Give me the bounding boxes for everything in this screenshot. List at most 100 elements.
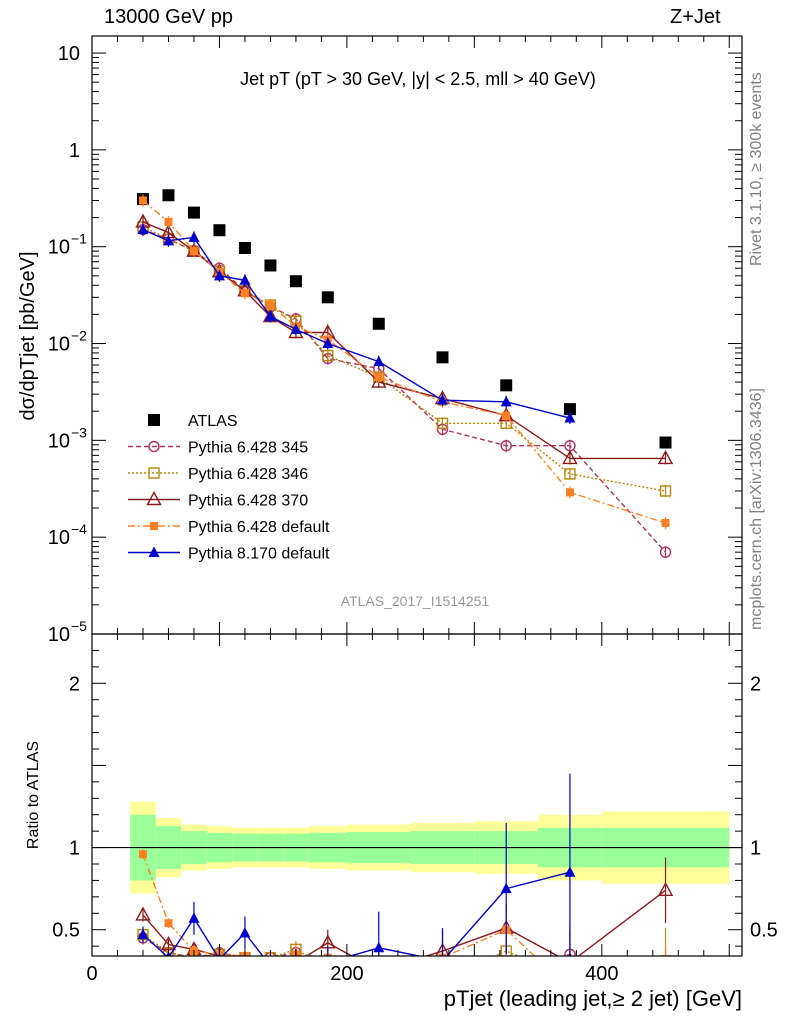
ratio-series-line xyxy=(142,889,666,956)
rivet-label: Rivet 3.1.10, ≥ 300k events xyxy=(748,72,765,266)
ratio-point xyxy=(265,960,276,971)
ratio-axis-label: Ratio to ATLAS xyxy=(25,741,42,849)
y-tick-exponent: −4 xyxy=(71,521,87,537)
data-point xyxy=(436,417,449,429)
y-tick-label: 10 xyxy=(58,43,80,65)
y-tick-exponent: −5 xyxy=(71,618,87,634)
x-axis-label: pTjet (leading jet,≥ 2 jet) [GeV] xyxy=(444,986,742,1011)
ratio-point xyxy=(568,954,571,956)
x-tick-label: 200 xyxy=(330,963,363,985)
legend-marker xyxy=(148,467,160,479)
main-panel xyxy=(135,189,674,559)
data-point xyxy=(189,247,198,256)
chart-title: Jet pT (pT > 30 GeV, |y| < 2.5, mll > 40… xyxy=(240,69,596,89)
data-point xyxy=(188,231,200,242)
data-point xyxy=(264,310,276,322)
data-point xyxy=(213,269,225,281)
data-point xyxy=(322,337,334,349)
legend-marker xyxy=(150,522,158,530)
data-point xyxy=(162,234,174,246)
data-point xyxy=(264,259,277,272)
legend-label: ATLAS xyxy=(188,413,238,430)
x-tick-label: 0 xyxy=(86,963,97,985)
ratio-point xyxy=(501,967,511,977)
ratio-point xyxy=(135,906,151,921)
legend-label: Pythia 6.428 346 xyxy=(188,466,308,483)
data-point xyxy=(289,275,302,288)
ratio-tick-label: 1 xyxy=(69,838,80,860)
data-point xyxy=(564,468,576,480)
analysis-watermark: ATLAS_2017_I1514251 xyxy=(341,593,490,609)
ratio-tick-label: 0.5 xyxy=(52,920,80,942)
data-point xyxy=(565,488,574,497)
y-tick-label: 1 xyxy=(69,140,80,162)
legend-label: Pythia 8.170 default xyxy=(188,546,330,563)
legend: ATLAS Pythia 6.428 345 Pythia 6.428 346 Pyt… xyxy=(128,413,330,563)
legend-label: Pythia 6.428 default xyxy=(188,519,330,536)
ratio-frame xyxy=(91,633,743,957)
data-point xyxy=(238,241,251,254)
data-point xyxy=(500,395,512,407)
data-point xyxy=(321,291,334,304)
header-left: 13000 GeV pp xyxy=(104,6,233,28)
y-tick-exponent: −1 xyxy=(71,231,87,247)
legend-marker xyxy=(148,546,160,557)
y-tick-label: 10 xyxy=(48,334,70,356)
data-point xyxy=(187,206,200,219)
ratio-point xyxy=(137,928,149,940)
ratio-point xyxy=(239,927,251,938)
ratio-point xyxy=(657,881,674,896)
series-line xyxy=(142,229,571,419)
y-tick-label: 10 xyxy=(48,527,70,549)
data-point xyxy=(661,519,670,528)
ratio-point xyxy=(564,866,576,877)
ratio-point xyxy=(565,972,575,982)
data-point xyxy=(290,323,302,334)
data-point xyxy=(564,412,576,423)
data-point xyxy=(500,379,513,392)
ratio-point xyxy=(374,958,384,968)
main-frame xyxy=(91,35,743,635)
ratio-tick-label-right: 2 xyxy=(750,673,761,695)
data-point xyxy=(563,403,576,416)
ratio-tick-label-right: 1 xyxy=(750,838,761,860)
ratio-point xyxy=(659,955,672,956)
data-point xyxy=(502,411,511,420)
legend-marker xyxy=(148,440,160,453)
ratio-point xyxy=(266,959,274,967)
ratio-point xyxy=(160,936,177,951)
legend-marker xyxy=(148,414,160,426)
data-point xyxy=(373,355,385,367)
header-right: Z+Jet xyxy=(670,6,721,28)
data-point xyxy=(500,440,512,452)
ratio-point xyxy=(437,972,447,982)
data-point xyxy=(240,289,249,298)
x-tick-label: 400 xyxy=(585,963,618,985)
data-point xyxy=(372,317,385,330)
ratio-point xyxy=(138,850,147,859)
ratio-point xyxy=(435,942,450,956)
y-tick-label: 10 xyxy=(48,430,70,452)
data-point xyxy=(657,449,674,465)
ratio-point xyxy=(164,919,173,928)
ratio-tick-label-right: 0.5 xyxy=(750,920,778,942)
legend-label: Pythia 6.428 370 xyxy=(188,493,308,510)
ratio-point xyxy=(188,912,200,923)
data-point xyxy=(322,349,334,362)
data-point xyxy=(659,436,672,449)
ratio-point xyxy=(294,954,297,956)
legend-marker xyxy=(146,491,162,506)
y-axis-label: dσ/dpTjet [pb/GeV] xyxy=(17,251,39,420)
ratio-point xyxy=(437,974,447,984)
y-tick-exponent: −3 xyxy=(71,424,87,440)
mcplots-label: mcplots.cern.ch [arXiv:1306.3436] xyxy=(748,388,765,630)
data-point xyxy=(162,189,175,202)
data-point xyxy=(138,196,147,205)
data-point xyxy=(164,217,173,226)
ratio-point xyxy=(500,882,512,894)
ratio-tick-label: 2 xyxy=(69,673,80,695)
ratio-point xyxy=(374,961,384,971)
data-point xyxy=(137,223,149,235)
